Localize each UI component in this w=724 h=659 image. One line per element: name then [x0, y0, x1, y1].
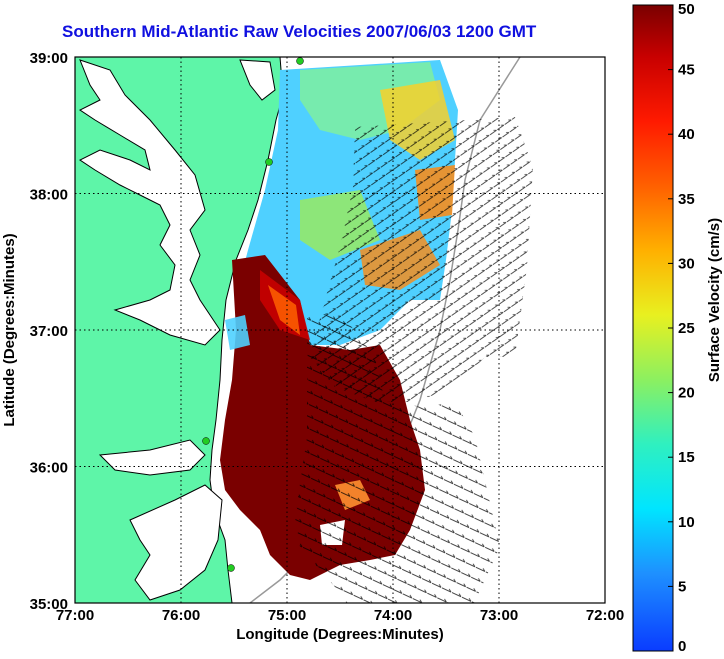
station-marker: [296, 57, 304, 65]
colorbar-label: Surface Velocity (cm/s): [706, 218, 723, 382]
station-marker: [265, 158, 273, 166]
map-title: Southern Mid-Atlantic Raw Velocities 200…: [62, 22, 537, 41]
chesapeake-bay: [79, 59, 221, 346]
y-tick-label: 37:00: [30, 323, 68, 340]
grid-lines: [75, 57, 605, 603]
x-tick-label: 73:00: [480, 607, 518, 624]
x-tick-label: 77:00: [56, 607, 94, 624]
colorbar-tick-label: 15: [678, 449, 695, 466]
x-tick-label: 76:00: [162, 607, 200, 624]
colorbar-tick-label: 10: [678, 514, 695, 531]
colorbar-tick-label: 35: [678, 191, 695, 208]
x-axis-label: Longitude (Degrees:Minutes): [236, 626, 444, 643]
y-tick-label: 36:00: [30, 460, 68, 477]
colorbar-tick-label: 45: [678, 62, 695, 79]
colorbar-tick-label: 20: [678, 385, 695, 402]
station-marker: [202, 437, 210, 445]
colorbar-tick-label: 5: [678, 578, 686, 595]
y-tick-label: 35:00: [30, 596, 68, 613]
colorbar-tick-label: 50: [678, 1, 695, 18]
y-axis-label: Latitude (Degrees:Minutes): [1, 233, 18, 426]
x-tick-label: 74:00: [374, 607, 412, 624]
station-marker: [227, 564, 235, 572]
plot-frame: [74, 56, 606, 604]
colorbar-tick-label: 30: [678, 255, 695, 272]
colorbar-tick-label: 0: [678, 638, 686, 655]
x-tick-label: 75:00: [268, 607, 306, 624]
x-tick-labels: 77:00 76:00 75:00 74:00 73:00 72:00: [56, 607, 624, 624]
x-tick-label: 72:00: [586, 607, 624, 624]
colorbar-tick-label: 25: [678, 320, 695, 337]
y-tick-label: 39:00: [30, 50, 68, 67]
y-tick-label: 38:00: [30, 187, 68, 204]
delaware-bay: [239, 59, 276, 101]
colorbar-tick-label: 40: [678, 126, 695, 143]
colorbar: [632, 4, 674, 652]
y-tick-labels: 39:00 38:00 37:00 36:00 35:00: [30, 50, 68, 613]
pamlico-sound: [129, 484, 223, 601]
